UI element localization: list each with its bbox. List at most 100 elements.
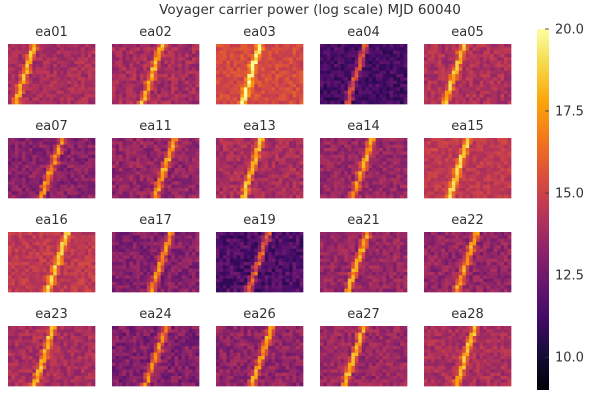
heatmap-cell (427, 74, 432, 78)
heatmap-cell (261, 97, 266, 102)
heatmap-cell (437, 151, 442, 156)
heatmap-cell (354, 148, 359, 152)
heatmap-cell (472, 174, 477, 179)
heatmap-cell (458, 181, 463, 186)
heatmap-cell (226, 94, 231, 98)
heatmap-cell (382, 184, 387, 189)
heatmap-cell (375, 181, 380, 186)
heatmap-cell (264, 151, 269, 156)
heatmap-cell (118, 158, 123, 162)
heatmap-cell (195, 97, 200, 102)
heatmap-cell (437, 77, 442, 82)
heatmap-cell (458, 70, 463, 75)
heatmap-cell (264, 100, 269, 105)
heatmap-cell (507, 80, 512, 85)
heatmap-cell (178, 138, 182, 142)
heatmap-cell (430, 168, 435, 172)
heatmap-cell (444, 74, 449, 78)
heatmap-cell (254, 94, 259, 98)
heatmap-cell (368, 64, 373, 68)
heatmap-cell (285, 50, 290, 55)
heatmap-cell (81, 181, 85, 186)
panel-title: ea03 (243, 25, 276, 40)
heatmap-cell (219, 70, 224, 75)
heatmap-cell (63, 54, 68, 58)
heatmap-cell (365, 181, 370, 186)
panel-ea05: ea05 (424, 25, 512, 105)
heatmap-cell (285, 64, 290, 68)
heatmap-cell (292, 64, 297, 68)
heatmap-cell (8, 141, 12, 146)
heatmap-cell (358, 100, 363, 105)
heatmap-cell (240, 50, 245, 55)
heatmap-cell (18, 70, 23, 75)
heatmap-cell (427, 151, 432, 156)
heatmap-cell (150, 158, 155, 162)
heatmap-cell (192, 60, 196, 65)
heatmap-cell (28, 178, 33, 182)
heatmap-cell (368, 194, 373, 199)
heatmap-cell (53, 288, 58, 293)
heatmap-cell (278, 94, 283, 98)
heatmap-cell (486, 181, 491, 186)
heatmap-cell (344, 154, 349, 159)
heatmap-cell (143, 194, 148, 199)
heatmap-cell (403, 161, 408, 166)
heatmap-cell (379, 168, 383, 172)
heatmap-cell (430, 87, 435, 92)
heatmap-cell (455, 97, 460, 102)
heatmap-cell (444, 164, 449, 169)
heatmap-cell (178, 60, 182, 65)
heatmap-cell (32, 141, 37, 146)
heatmap-cell (46, 148, 51, 152)
heatmap-cell (226, 174, 231, 179)
heatmap-cell (483, 87, 487, 92)
heatmap-cell (386, 67, 390, 72)
heatmap-cell (247, 184, 252, 189)
heatmap-cell (188, 44, 193, 48)
heatmap-cell (188, 194, 193, 199)
heatmap-cell (393, 47, 397, 52)
heatmap-cell (451, 174, 456, 179)
heatmap-cell (403, 74, 408, 78)
heatmap-cell (504, 151, 508, 156)
heatmap-cell (375, 80, 380, 85)
heatmap-cell (195, 174, 200, 179)
heatmap-cell (185, 141, 189, 146)
heatmap-cell (178, 194, 182, 199)
heatmap-cell (379, 181, 383, 186)
heatmap-cell (285, 161, 290, 166)
heatmap-cell (132, 47, 137, 52)
heatmap-cell (368, 191, 373, 196)
heatmap-cell (74, 84, 78, 88)
heatmap-cell (243, 97, 248, 102)
heatmap-cell (403, 100, 408, 105)
heatmap-cell (236, 138, 241, 142)
heatmap-cell (88, 100, 92, 105)
heatmap-cell (56, 242, 61, 246)
heatmap-cell (88, 44, 92, 48)
heatmap-cell (424, 148, 428, 152)
heatmap-cell (84, 194, 89, 199)
heatmap-cell (77, 60, 82, 65)
heatmap-cell (28, 235, 33, 240)
heatmap-cell (14, 191, 19, 196)
heatmap-cell (70, 258, 75, 263)
heatmap-cell (49, 288, 54, 293)
heatmap-cell (455, 100, 460, 105)
heatmap-cell (472, 144, 477, 149)
heatmap-cell (53, 77, 58, 82)
heatmap-cell (70, 44, 75, 48)
heatmap-cell (351, 67, 356, 72)
heatmap-cell (88, 90, 92, 95)
heatmap-cell (46, 282, 51, 286)
heatmap-cell (195, 138, 200, 142)
heatmap-cell (347, 47, 352, 52)
heatmap-cell (243, 87, 248, 92)
heatmap-cell (504, 191, 508, 196)
heatmap-cell (125, 164, 130, 169)
heatmap-cell (285, 144, 290, 149)
heatmap-cell (247, 57, 252, 62)
heatmap-cell (472, 178, 477, 182)
